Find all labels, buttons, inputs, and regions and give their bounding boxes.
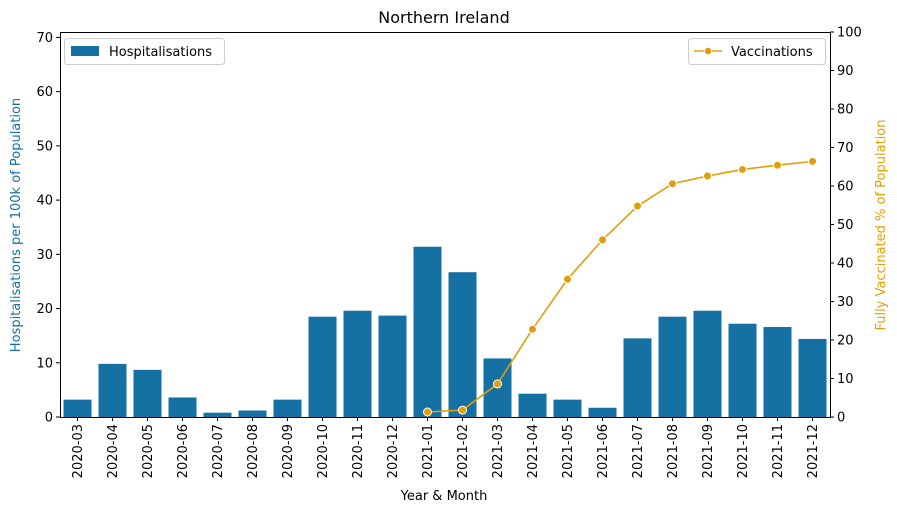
x-tick-label: 2021-08 xyxy=(666,424,681,478)
vaccination-point-2021-06 xyxy=(598,235,607,245)
legend-frame xyxy=(64,38,225,65)
x-tick-label: 2021-01 xyxy=(421,424,436,478)
right-tick-label: 30 xyxy=(837,295,854,310)
legend-label-hospitalisations: Hospitalisations xyxy=(109,45,212,60)
left-tick-label: 20 xyxy=(36,302,53,317)
legend-swatch-bar xyxy=(71,46,99,56)
x-tick-label: 2020-04 xyxy=(106,424,121,478)
bar-2020-06 xyxy=(168,397,197,417)
legend-label-vaccinations: Vaccinations xyxy=(731,45,813,60)
x-tick-label: 2021-11 xyxy=(771,424,786,478)
vaccination-point-2021-01 xyxy=(423,407,432,417)
right-tick-label: 10 xyxy=(837,372,854,387)
bar-2020-05 xyxy=(133,369,162,417)
right-tick-label: 100 xyxy=(837,26,862,41)
left-tick-label: 70 xyxy=(36,31,53,46)
x-tick-label: 2021-05 xyxy=(561,424,576,478)
line-group xyxy=(423,156,817,417)
bar-2020-08 xyxy=(238,410,267,417)
x-tick-label: 2021-03 xyxy=(491,424,506,478)
x-tick-label: 2020-10 xyxy=(316,424,331,478)
x-tick-label: 2020-07 xyxy=(211,424,226,478)
vaccination-point-2021-05 xyxy=(563,274,572,284)
left-tick-label: 10 xyxy=(36,356,53,371)
vaccination-point-2021-11 xyxy=(773,160,782,170)
x-tick-label: 2021-02 xyxy=(456,424,471,478)
x-tick-label: 2021-04 xyxy=(526,424,541,478)
x-tick-label: 2020-11 xyxy=(351,424,366,478)
vaccination-point-2021-10 xyxy=(738,164,747,174)
bar-2021-10 xyxy=(728,323,757,417)
legend-vaccinations: Vaccinations xyxy=(688,38,826,65)
bar-2021-06 xyxy=(588,407,617,417)
right-tick-label: 0 xyxy=(837,411,845,426)
bar-2020-07 xyxy=(203,412,232,417)
x-tick-label: 2020-08 xyxy=(246,424,261,478)
right-tick-label: 20 xyxy=(837,334,854,349)
bar-2020-11 xyxy=(343,310,372,417)
y-axis-label-right: Fully Vaccinated % of Population xyxy=(874,120,889,331)
x-tick-label: 2021-07 xyxy=(631,424,646,478)
bar-2021-02 xyxy=(448,272,477,417)
legend-frame xyxy=(688,38,826,65)
x-axis-label: Year & Month xyxy=(400,489,488,504)
bar-2020-04 xyxy=(98,363,127,417)
x-tick-label: 2021-09 xyxy=(701,424,716,478)
legend-hospitalisations: Hospitalisations xyxy=(64,38,225,65)
vaccination-point-2021-07 xyxy=(633,201,642,211)
left-axis: 0 10 20 30 40 50 60 70 xyxy=(36,31,60,426)
vaccination-point-2021-09 xyxy=(703,171,712,181)
right-tick-label: 70 xyxy=(837,141,854,156)
legend-swatch-marker xyxy=(703,46,713,56)
vaccination-point-2021-08 xyxy=(668,179,677,189)
right-tick-label: 80 xyxy=(837,103,854,118)
vaccination-point-2021-03 xyxy=(493,379,502,389)
left-tick-label: 50 xyxy=(36,139,53,154)
bar-2020-10 xyxy=(308,316,337,417)
right-tick-label: 60 xyxy=(837,180,854,195)
bar-2020-03 xyxy=(63,399,92,417)
x-tick-label: 2021-10 xyxy=(736,424,751,478)
bar-2020-09 xyxy=(273,399,302,417)
x-tick-label: 2020-05 xyxy=(141,424,156,478)
left-tick-label: 40 xyxy=(36,194,53,209)
bar-2021-08 xyxy=(658,316,687,417)
x-tick-label: 2021-06 xyxy=(596,424,611,478)
right-tick-label: 50 xyxy=(837,218,854,233)
bar-2021-04 xyxy=(518,393,547,417)
vaccination-point-2021-04 xyxy=(528,324,537,334)
left-tick-label: 60 xyxy=(36,85,53,100)
bar-2020-12 xyxy=(378,315,407,417)
bar-2021-07 xyxy=(623,338,652,417)
bar-2021-09 xyxy=(693,310,722,417)
x-tick-label: 2020-09 xyxy=(281,424,296,478)
chart-title: Northern Ireland xyxy=(378,8,509,27)
vaccination-point-2021-02 xyxy=(458,405,467,415)
bar-2021-01 xyxy=(413,246,442,417)
x-tick-label: 2020-12 xyxy=(386,424,401,478)
x-axis: 2020-03 2020-04 2020-05 2020-06 2020-07 2020-… xyxy=(71,417,821,478)
left-tick-label: 0 xyxy=(45,411,53,426)
x-tick-label: 2021-12 xyxy=(806,424,821,478)
right-tick-label: 40 xyxy=(837,257,854,272)
x-tick-label: 2020-06 xyxy=(176,424,191,478)
bar-2021-12 xyxy=(798,338,827,417)
bar-2021-11 xyxy=(763,326,792,417)
bar-2021-05 xyxy=(553,399,582,417)
right-axis: 0 10 20 30 40 50 60 70 80 90 100 xyxy=(830,26,862,426)
x-tick-label: 2020-03 xyxy=(71,424,86,478)
vaccination-point-2021-12 xyxy=(808,156,817,166)
vaccinations-line xyxy=(427,160,813,413)
bar-group xyxy=(63,246,827,417)
left-tick-label: 30 xyxy=(36,248,53,263)
y-axis-label-left: Hospitalisations per 100k of Population xyxy=(9,98,24,352)
right-tick-label: 90 xyxy=(837,64,854,79)
